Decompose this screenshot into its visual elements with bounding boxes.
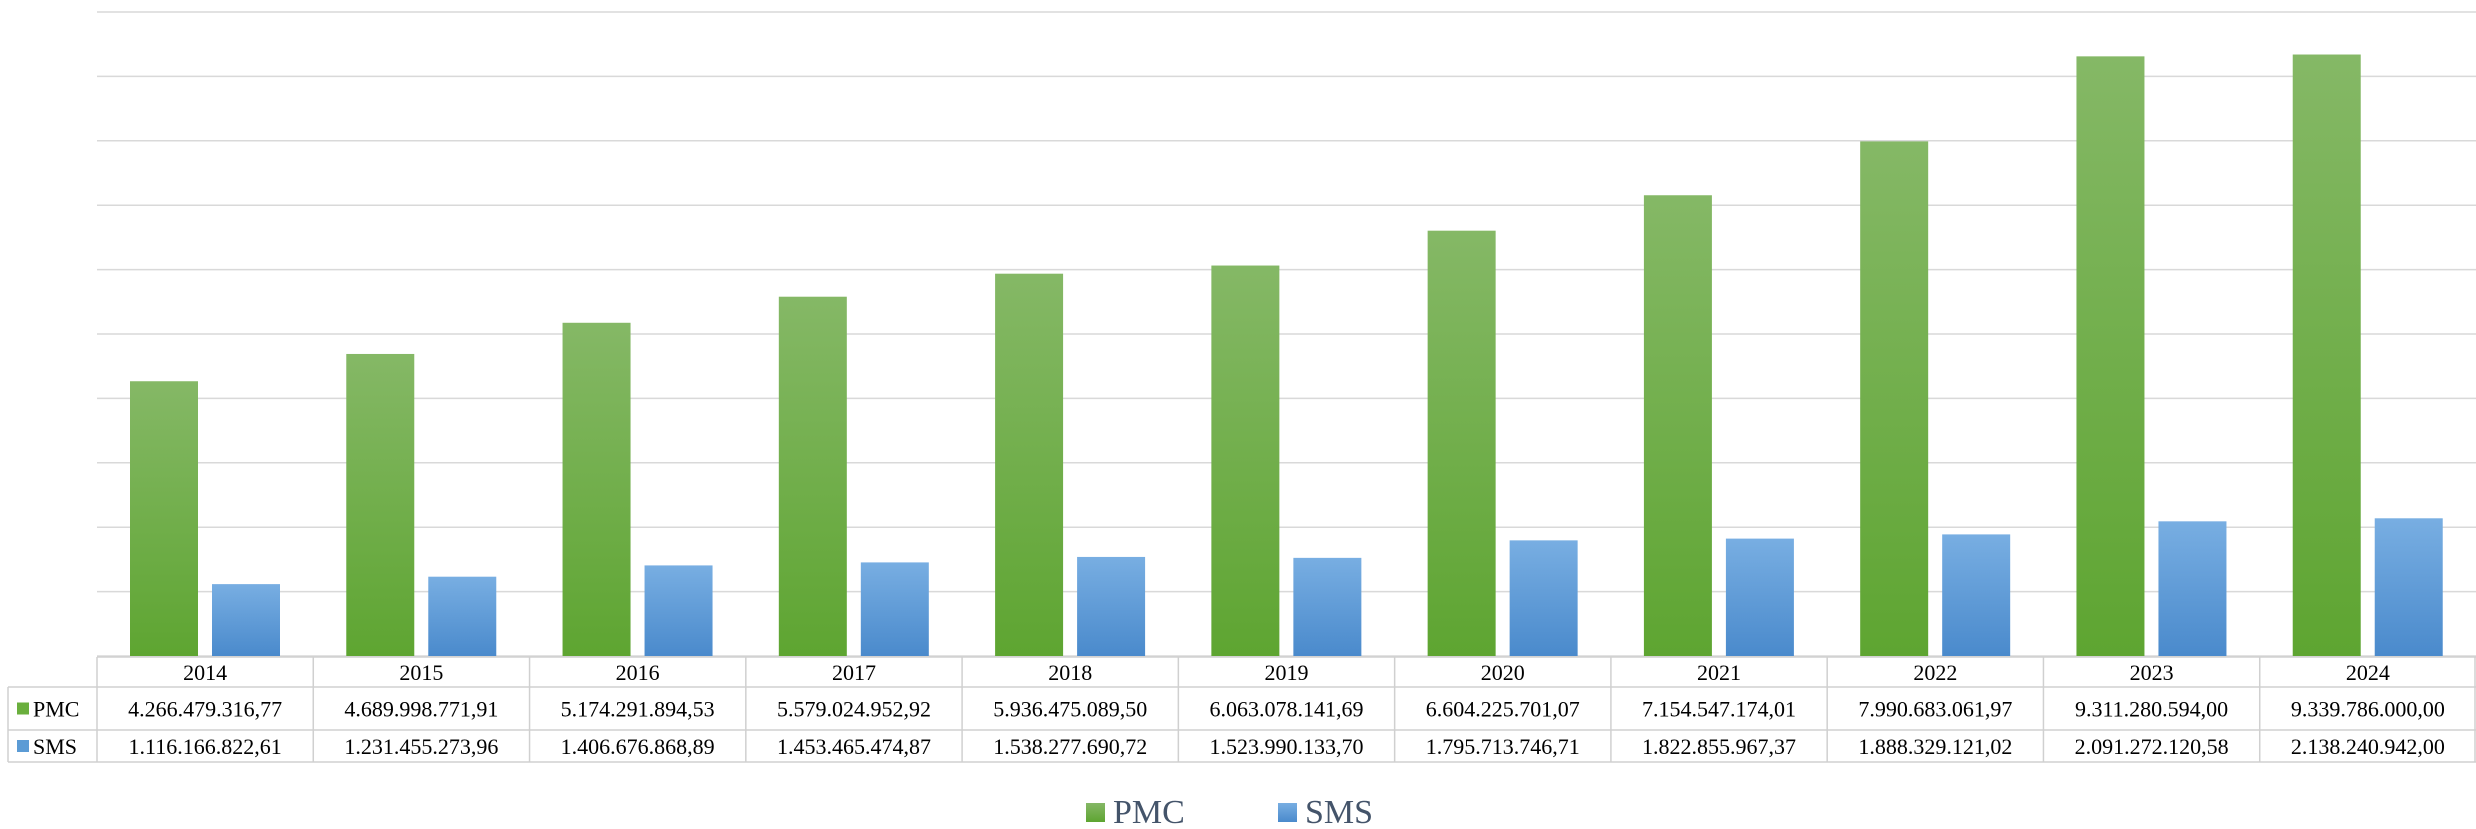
table-key-pmc: [17, 703, 29, 715]
legend-swatch-pmc: [1086, 803, 1105, 822]
table-row-label-sms: SMS: [33, 734, 77, 759]
table-header-2021: 2021: [1697, 660, 1741, 685]
bar-pmc-2024: [2293, 55, 2361, 656]
table-header-2023: 2023: [2130, 660, 2174, 685]
bar-pmc-2015: [346, 354, 414, 656]
bar-pmc-2023: [2076, 56, 2144, 656]
data-table: 2014 2015 2016 2017 2018 2019 2020 2021 2022 2023…: [8, 657, 2476, 762]
table-cell-pmc-2024: 9.339.786.000,00: [2291, 697, 2445, 722]
bar-pmc-2018: [995, 274, 1063, 656]
bar-sms-2020: [1510, 540, 1578, 656]
bar-pmc-2014: [130, 381, 198, 656]
bar-sms-2019: [1293, 558, 1361, 656]
table-row-label-pmc: PMC: [33, 697, 79, 722]
table-header-2016: 2016: [616, 660, 660, 685]
table-header-2017: 2017: [832, 660, 876, 685]
bar-sms-2021: [1726, 539, 1794, 656]
table-cell-pmc-2021: 7.154.547.174,01: [1642, 697, 1796, 722]
bar-pmc-2021: [1644, 195, 1712, 656]
table-cell-pmc-2015: 4.689.998.771,91: [344, 697, 498, 722]
table-header-2024: 2024: [2346, 660, 2390, 685]
table-cell-pmc-2022: 7.990.683.061,97: [1858, 697, 2012, 722]
table-cell-sms-2015: 1.231.455.273,96: [344, 734, 498, 759]
legend-label-pmc: PMC: [1113, 794, 1185, 829]
table-cell-pmc-2019: 6.063.078.141,69: [1210, 697, 1364, 722]
table-cell-pmc-2018: 5.936.475.089,50: [993, 697, 1147, 722]
bar-sms-2022: [1942, 534, 2010, 656]
table-header-2015: 2015: [399, 660, 443, 685]
table-key-sms: [17, 740, 29, 752]
table-cell-sms-2022: 1.888.329.121,02: [1858, 734, 2012, 759]
bar-sms-2017: [861, 562, 929, 656]
bar-sms-2014: [212, 584, 280, 656]
legend-swatch-sms: [1278, 803, 1297, 822]
legend-label-sms: SMS: [1305, 794, 1373, 829]
table-cell-pmc-2016: 5.174.291.894,53: [561, 697, 715, 722]
table-header-2018: 2018: [1048, 660, 1092, 685]
table-cell-sms-2023: 2.091.272.120,58: [2075, 734, 2229, 759]
table-cell-pmc-2017: 5.579.024.952,92: [777, 697, 931, 722]
bar-sms-2018: [1077, 557, 1145, 656]
table-cell-sms-2016: 1.406.676.868,89: [561, 734, 715, 759]
bar-pmc-2016: [563, 323, 631, 656]
table-cell-sms-2014: 1.116.166.822,61: [129, 734, 282, 759]
table-cell-sms-2019: 1.523.990.133,70: [1210, 734, 1364, 759]
table-cell-sms-2017: 1.453.465.474,87: [777, 734, 931, 759]
legend: PMC SMS: [1086, 794, 1373, 829]
table-cell-sms-2024: 2.138.240.942,00: [2291, 734, 2445, 759]
bar-pmc-2020: [1428, 231, 1496, 656]
bar-pmc-2022: [1860, 141, 1928, 656]
table-cell-sms-2018: 1.538.277.690,72: [993, 734, 1147, 759]
bar-sms-2023: [2158, 521, 2226, 656]
bar-sms-2024: [2375, 518, 2443, 656]
table-cell-sms-2021: 1.822.855.967,37: [1642, 734, 1796, 759]
bar-pmc-2017: [779, 297, 847, 656]
table-cell-pmc-2020: 6.604.225.701,07: [1426, 697, 1580, 722]
bar-sms-2016: [645, 565, 713, 656]
bar-pmc-2019: [1211, 266, 1279, 656]
table-header-2019: 2019: [1265, 660, 1309, 685]
table-cell-pmc-2014: 4.266.479.316,77: [128, 697, 282, 722]
table-cell-pmc-2023: 9.311.280.594,00: [2075, 697, 2228, 722]
table-header-2014: 2014: [183, 660, 227, 685]
table-header-2022: 2022: [1913, 660, 1957, 685]
bars: [130, 55, 2443, 656]
table-header-2020: 2020: [1481, 660, 1525, 685]
bar-sms-2015: [428, 577, 496, 656]
table-cell-sms-2020: 1.795.713.746,71: [1426, 734, 1580, 759]
